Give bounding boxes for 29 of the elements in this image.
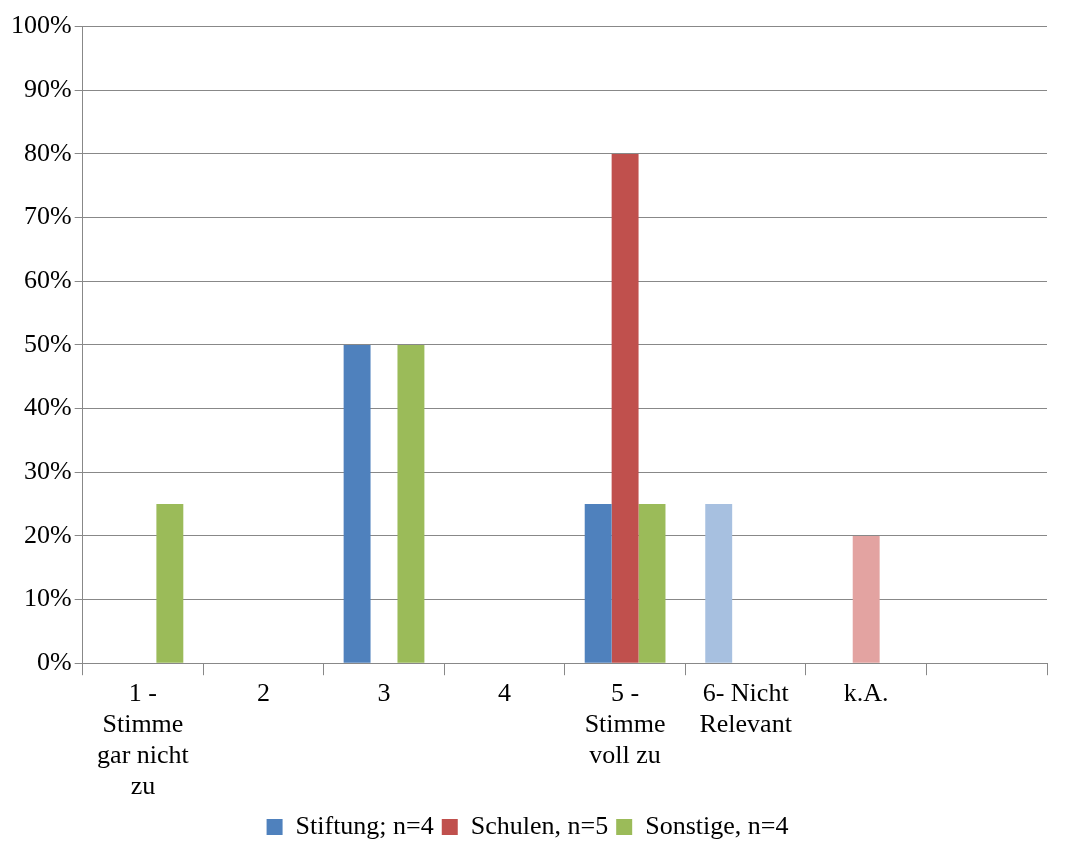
legend-label: Schulen, n=5 xyxy=(470,810,609,840)
bar xyxy=(397,344,425,663)
y-tick-label: 90% xyxy=(23,74,72,104)
y-tick-label: 60% xyxy=(23,265,72,295)
y-tick-label: 10% xyxy=(23,583,72,613)
y-tick-label: 30% xyxy=(23,456,72,486)
bar xyxy=(852,535,880,663)
x-tick-label: 3 xyxy=(377,677,391,707)
bar xyxy=(611,153,639,663)
legend-label: Stiftung; n=4 xyxy=(295,810,434,840)
y-tick-label: 40% xyxy=(23,392,72,422)
bar xyxy=(638,504,666,663)
y-tick-label: 20% xyxy=(23,519,72,549)
y-tick-label: 100% xyxy=(10,10,72,40)
x-tick-label: 6- Nicht Relevant xyxy=(699,677,793,738)
bar xyxy=(156,504,184,663)
bar xyxy=(705,504,733,663)
bar xyxy=(584,504,612,663)
x-tick-label: k.A. xyxy=(843,677,889,707)
bar xyxy=(343,344,371,663)
x-tick-label: 5 - Stimme voll zu xyxy=(584,677,666,770)
y-tick-label: 80% xyxy=(23,137,72,167)
y-tick-label: 50% xyxy=(23,328,72,358)
legend-label: Sonstige, n=4 xyxy=(645,810,789,840)
x-tick-label: 2 xyxy=(256,677,270,707)
x-tick-label: 4 xyxy=(498,677,512,707)
y-tick-label: 70% xyxy=(23,201,72,231)
y-tick-label: 0% xyxy=(36,647,72,677)
x-tick-label: 1 - Stimme gar nicht zu xyxy=(97,677,190,801)
